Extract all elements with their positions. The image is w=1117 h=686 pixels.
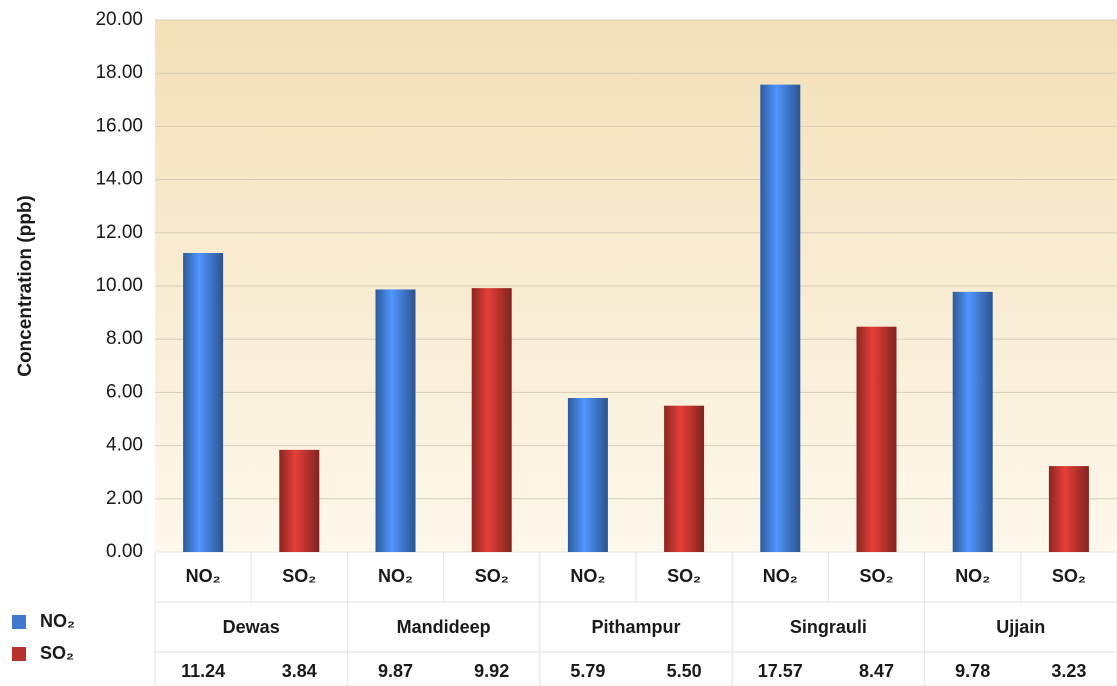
x-tick-label: SO₂ <box>282 566 316 586</box>
x-tick-label: NO₂ <box>570 566 605 586</box>
group-label: Singrauli <box>790 617 867 637</box>
value-label: 3.84 <box>282 661 317 681</box>
y-tick-label: 18.00 <box>95 62 143 83</box>
x-tick-label: NO₂ <box>763 566 798 586</box>
x-tick-label: NO₂ <box>186 566 221 586</box>
bar <box>183 253 224 553</box>
legend-swatch <box>12 615 26 629</box>
bar <box>471 288 512 552</box>
group-label: Dewas <box>223 617 280 637</box>
legend-label: NO₂ <box>40 611 75 631</box>
legend-swatch <box>12 647 26 661</box>
y-tick-label: 4.00 <box>106 435 143 456</box>
x-tick-label: NO₂ <box>955 566 990 586</box>
x-tick-label: SO₂ <box>1052 566 1086 586</box>
bar <box>952 291 993 552</box>
value-label: 17.57 <box>758 661 803 681</box>
y-tick-label: 0.00 <box>106 541 143 562</box>
x-tick-label: NO₂ <box>378 566 413 586</box>
value-label: 11.24 <box>181 661 225 681</box>
x-tick-label: SO₂ <box>475 566 509 586</box>
value-label: 3.23 <box>1051 661 1086 681</box>
value-label: 9.78 <box>955 661 990 681</box>
group-label: Pithampur <box>591 617 680 637</box>
y-tick-label: 8.00 <box>106 328 143 349</box>
bar <box>375 289 416 552</box>
bar <box>279 449 320 552</box>
value-label: 5.50 <box>667 661 702 681</box>
bar <box>856 326 897 552</box>
y-tick-label: 6.00 <box>106 381 143 402</box>
bar <box>664 405 705 552</box>
y-tick-label: 2.00 <box>106 488 143 509</box>
value-label: 9.87 <box>378 661 413 681</box>
x-tick-label: SO₂ <box>667 566 701 586</box>
y-tick-label: 20.00 <box>95 9 143 30</box>
value-label: 8.47 <box>859 661 894 681</box>
bar <box>567 397 608 552</box>
y-tick-label: 16.00 <box>95 115 143 136</box>
y-tick-label: 10.00 <box>95 275 143 296</box>
value-label: 5.79 <box>570 661 605 681</box>
y-axis-label: Concentration (ppb) <box>15 195 36 377</box>
group-label: Ujjain <box>996 617 1045 637</box>
legend-label: SO₂ <box>40 643 74 663</box>
group-label: Mandideep <box>397 617 491 637</box>
x-tick-label: SO₂ <box>859 566 893 586</box>
y-tick-label: 14.00 <box>95 169 143 190</box>
bar <box>760 84 801 552</box>
bar <box>1048 466 1089 552</box>
value-label: 9.92 <box>474 661 509 681</box>
y-tick-label: 12.00 <box>95 222 143 243</box>
